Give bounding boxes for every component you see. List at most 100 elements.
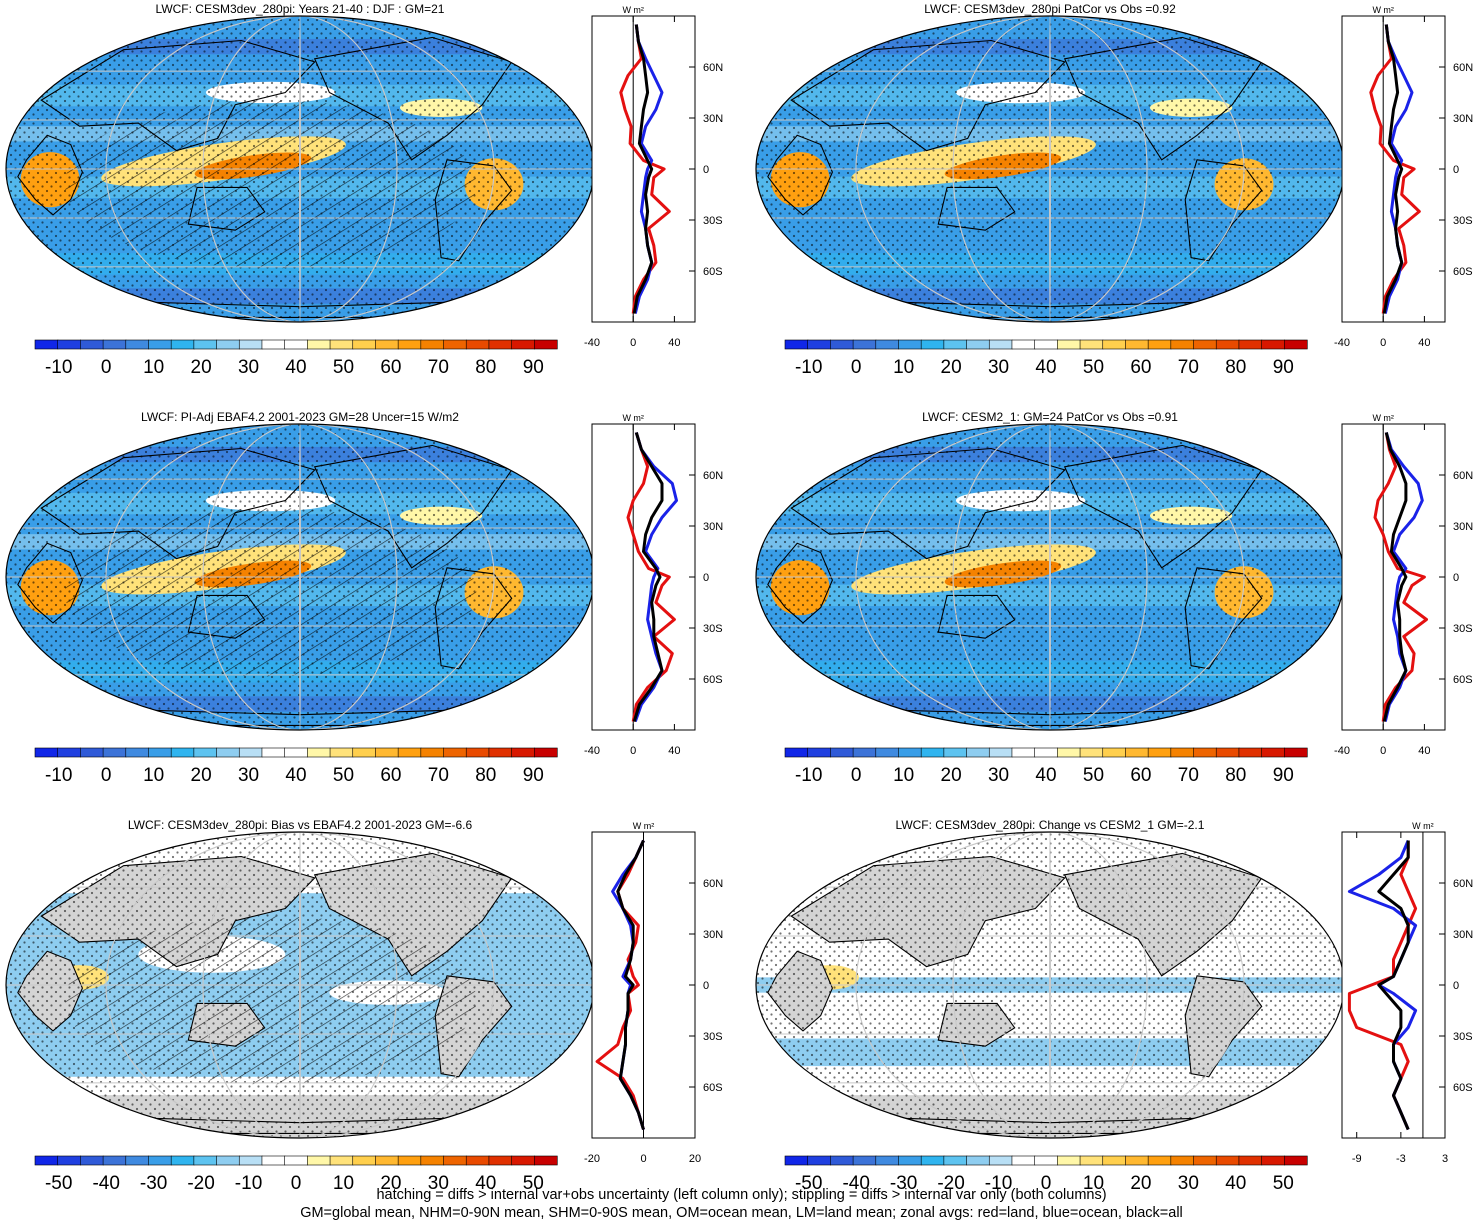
y-tick-label: 30S [1453,215,1473,227]
colorbar-tick-label: 90 [523,765,544,786]
colorbar-cell [1193,747,1217,758]
colorbar-cell [307,339,331,350]
colorbar-tick-label: 90 [1273,765,1294,786]
colorbar-cell [1147,339,1172,350]
y-tick-label: 60N [703,62,723,74]
colorbar-cell [465,747,490,758]
colorbar-cell [920,747,945,758]
y-tick-label: 30N [703,521,723,533]
colorbar-cell [397,339,422,350]
colorbar-cell [443,339,467,350]
x-tick-label: 0 [1380,337,1386,349]
profile-units: W m² [622,413,644,423]
colorbar-cell [1215,747,1240,758]
zonal-mean-land [626,432,676,722]
colorbar-tick-label: 70 [428,765,449,786]
colorbar-cell [125,1155,150,1166]
colorbar-cell [852,747,877,758]
meridian-line [105,832,495,1138]
colorbar-tick-label: -10 [45,357,72,378]
colorbar-cell [988,1155,1013,1166]
colorbar-cell [830,747,854,758]
x-tick-label: -40 [584,337,600,349]
colorbar-cell [784,1155,809,1166]
colorbar-cell [57,339,81,350]
colorbar-tick-label: 30 [238,357,259,378]
colorbar-cell [34,339,59,350]
colorbar-tick-label: 0 [851,765,862,786]
panel-title: LWCF: CESM3dev_280pi: Bias vs EBAF4.2 20… [128,818,473,832]
colorbar-tick-label: 40 [285,765,306,786]
y-tick-label: 0 [1453,980,1459,992]
colorbar-cell [534,1155,558,1166]
panel-3: LWCF: PI-Adj EBAF4.2 2001-2023 GM=28 Unc… [5,410,723,786]
colorbar-tick-label: 10 [333,1173,354,1194]
colorbar-cell [807,339,831,350]
colorbar-cell [966,1155,990,1166]
colorbar-cell [238,339,263,350]
zonal-mean-all [632,432,664,722]
colorbar-cell [784,747,809,758]
colorbar-cell [966,747,990,758]
colorbar-cell [1170,1155,1195,1166]
colorbar-tick-label: 60 [1130,357,1151,378]
y-tick-label: 30S [1453,623,1473,635]
colorbar-cell [1261,1155,1285,1166]
colorbar-cell [307,747,331,758]
colorbar-cell [1079,747,1104,758]
panel-title: LWCF: CESM3dev_280pi: Years 21-40 : DJF … [156,2,445,16]
meridian-line [202,16,398,322]
colorbar-cell [1284,339,1308,350]
colorbar-tick-label: 20 [191,357,212,378]
colorbar-tick-label: 10 [1083,1173,1104,1194]
profile-frame [1341,15,1446,323]
x-tick-label: 3 [1442,1153,1448,1165]
y-tick-label: 30N [1453,521,1473,533]
panel-title: LWCF: CESM3dev_280pi: Change vs CESM2_1 … [896,818,1205,832]
colorbar: -10 0 10 20 30 40 50 60 70 80 90 [784,747,1308,786]
colorbar-cell [216,747,240,758]
colorbar-cell [943,747,968,758]
colorbar-tick-label: 50 [1083,765,1104,786]
colorbar-cell [511,1155,535,1166]
zonal-profile: -20 0 20 60N 30N 0 30S 60S W m² [584,821,723,1165]
y-tick-label: 0 [1453,572,1459,584]
colorbar-tick-label: -10 [235,1173,262,1194]
colorbar-cell [352,1155,377,1166]
colorbar-cell [1125,339,1149,350]
colorbar-cell [1125,747,1149,758]
zonal-profile: -40 0 40 60N 30N 0 30S 60S W m² [584,5,723,349]
colorbar-cell [488,1155,513,1166]
colorbar-cell [261,339,286,350]
y-tick-label: 30S [703,1031,723,1043]
colorbar-cell [1125,1155,1149,1166]
x-tick-label: 0 [630,745,636,757]
panel-6: LWCF: CESM3dev_280pi: Change vs CESM2_1 … [755,818,1473,1194]
colorbar-cell [1147,1155,1172,1166]
y-tick-label: 60S [703,266,723,278]
colorbar-cell [898,747,922,758]
colorbar-cell [34,747,59,758]
colorbar-tick-label: -50 [795,1173,822,1194]
x-tick-label: -3 [1396,1153,1406,1165]
colorbar-cell [898,339,922,350]
colorbar-cell [193,747,218,758]
colorbar: -50 -40 -30 -20 -10 0 10 20 30 40 50 [34,1155,558,1194]
y-tick-label: 60S [703,1082,723,1094]
colorbar-cell [807,747,831,758]
colorbar-cell [148,747,172,758]
profile-units: W m² [622,5,644,15]
panel-title: LWCF: CESM3dev_280pi PatCor vs Obs =0.92 [924,2,1176,16]
colorbar-tick-label: 10 [893,765,914,786]
colorbar-cell [420,747,445,758]
x-tick-label: 40 [668,337,680,349]
zonal-mean-all [1377,840,1410,1131]
x-tick-label: 40 [1418,745,1430,757]
colorbar-tick-label: -10 [795,357,822,378]
colorbar-tick-label: 40 [1225,1173,1246,1194]
colorbar-cell [830,339,854,350]
colorbar-cell [1261,339,1285,350]
profile-units: W m² [1372,413,1394,423]
colorbar-cell [1034,747,1058,758]
colorbar-cell [1170,339,1195,350]
